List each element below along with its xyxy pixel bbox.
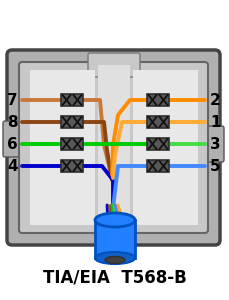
Bar xyxy=(132,70,197,225)
Ellipse shape xyxy=(95,252,134,264)
Bar xyxy=(146,138,168,150)
Bar xyxy=(146,116,168,128)
Text: 8: 8 xyxy=(7,115,18,130)
Bar xyxy=(61,138,83,150)
Bar xyxy=(61,116,83,128)
Bar xyxy=(98,65,129,230)
FancyBboxPatch shape xyxy=(3,121,19,157)
FancyBboxPatch shape xyxy=(19,62,207,233)
Bar xyxy=(30,70,95,225)
Ellipse shape xyxy=(105,256,124,263)
FancyBboxPatch shape xyxy=(207,126,223,162)
Text: TIA/EIA  T568-B: TIA/EIA T568-B xyxy=(43,269,186,287)
FancyBboxPatch shape xyxy=(7,50,219,245)
Bar xyxy=(146,94,168,106)
Text: 5: 5 xyxy=(209,158,220,173)
Text: 2: 2 xyxy=(209,92,220,107)
Bar xyxy=(61,160,83,172)
Text: 3: 3 xyxy=(209,136,220,152)
Text: 7: 7 xyxy=(7,92,18,107)
Bar xyxy=(95,220,134,258)
Text: 4: 4 xyxy=(7,158,18,173)
Text: 1: 1 xyxy=(209,115,220,130)
Text: 6: 6 xyxy=(7,136,18,152)
Bar xyxy=(146,160,168,172)
Ellipse shape xyxy=(95,213,134,227)
FancyBboxPatch shape xyxy=(88,53,139,77)
Bar xyxy=(61,94,83,106)
